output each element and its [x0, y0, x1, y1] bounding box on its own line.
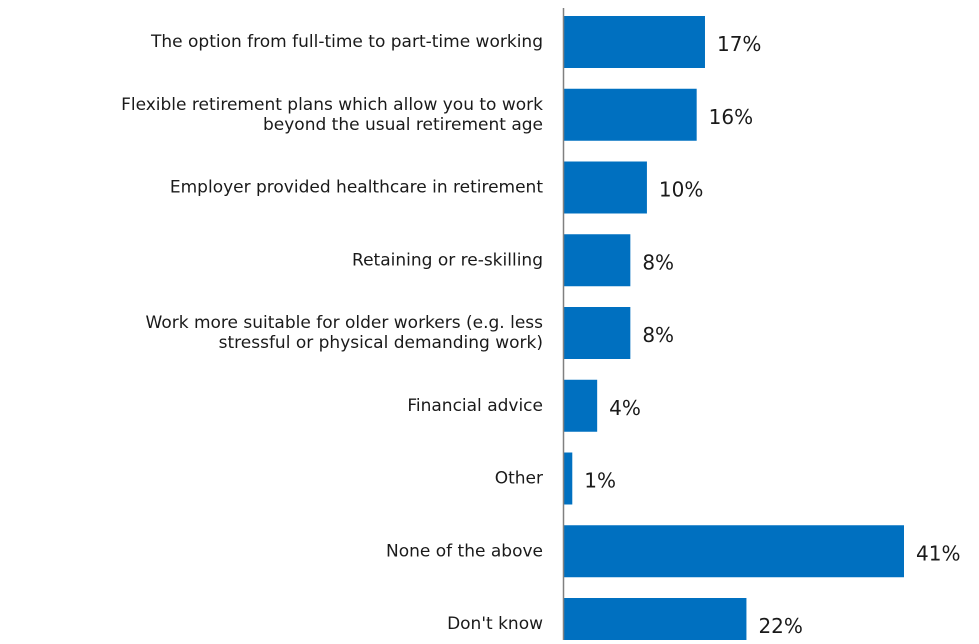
category-label-line: Financial advice	[407, 396, 543, 416]
category-label-3: Retaining or re-skilling	[352, 250, 543, 270]
value-label-3: 8%	[642, 250, 674, 274]
bar-3	[564, 234, 631, 287]
bar-5	[564, 379, 598, 432]
value-label-1: 16%	[709, 105, 753, 129]
bar-8	[564, 598, 747, 644]
value-label-4: 8%	[642, 323, 674, 347]
category-label-4: Work more suitable for older workers (e.…	[146, 313, 544, 353]
category-label-line: Retaining or re-skilling	[352, 250, 543, 270]
bar-7	[564, 525, 904, 578]
category-label-line: Work more suitable for older workers (e.…	[146, 313, 544, 333]
category-label-line: beyond the usual retirement age	[263, 115, 543, 135]
category-label-2: Employer provided healthcare in retireme…	[170, 178, 543, 198]
value-label-5: 4%	[609, 396, 641, 420]
value-label-6: 1%	[584, 469, 616, 493]
category-label-line: None of the above	[386, 541, 543, 561]
category-labels: The option from full-time to part-time w…	[121, 32, 543, 634]
category-label-5: Financial advice	[407, 396, 543, 416]
value-label-2: 10%	[659, 178, 703, 202]
category-label-line: stressful or physical demanding work)	[219, 333, 543, 353]
category-label-line: Flexible retirement plans which allow yo…	[121, 95, 543, 115]
bar-1	[564, 88, 697, 141]
category-label-7: None of the above	[386, 541, 543, 561]
bars-layer	[564, 16, 904, 644]
bar-4	[564, 307, 631, 359]
category-label-line: The option from full-time to part-time w…	[150, 32, 543, 52]
category-label-1: Flexible retirement plans which allow yo…	[121, 95, 543, 135]
value-label-0: 17%	[717, 32, 761, 56]
bar-6	[564, 452, 573, 505]
value-label-8: 22%	[758, 614, 802, 638]
bar-0	[564, 16, 705, 68]
value-labels: 17% 16% 10% 8% 8% 4% 1% 41% 22%	[584, 32, 960, 638]
category-label-line: Other	[495, 469, 543, 489]
value-label-7: 41%	[916, 541, 960, 565]
category-label-0: The option from full-time to part-time w…	[150, 32, 543, 52]
category-label-8: Don't know	[447, 614, 543, 634]
category-label-line: Don't know	[447, 614, 543, 634]
category-label-6: Other	[495, 469, 543, 489]
category-label-line: Employer provided healthcare in retireme…	[170, 178, 543, 198]
bar-2	[564, 161, 647, 214]
